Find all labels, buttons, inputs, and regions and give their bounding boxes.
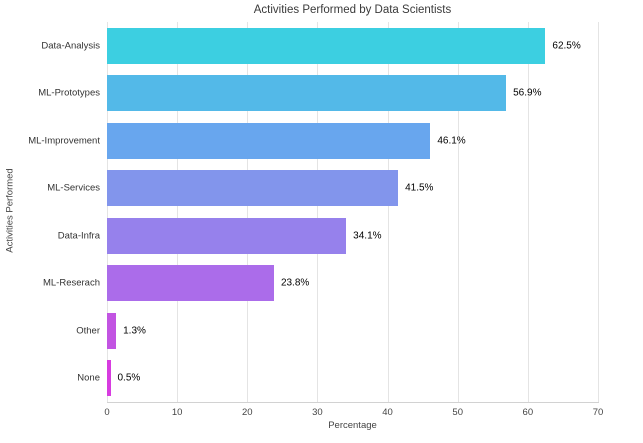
y-axis-title: Activities Performed (4, 168, 16, 253)
bar-other[interactable] (107, 312, 117, 349)
gridline-x-30 (317, 22, 319, 402)
value-label: 41.5% (405, 182, 434, 194)
category-label: ML-Prototypes (38, 87, 100, 99)
x-tick-label: 0 (104, 407, 110, 418)
gridline-x-70 (598, 22, 599, 402)
value-label: 1.3% (123, 325, 146, 337)
x-axis-title: Percentage (328, 420, 377, 431)
category-label: Data-Infra (57, 230, 100, 242)
x-tick-label: 20 (241, 407, 253, 418)
x-tick-label: 60 (522, 407, 534, 418)
gridline-x-50 (457, 22, 459, 402)
gridline-x-40 (387, 22, 389, 402)
bar-ml-services[interactable] (107, 170, 399, 207)
gridline-x-0 (107, 22, 108, 402)
value-label: 56.9% (513, 87, 542, 99)
plot-area (107, 22, 599, 402)
value-label: 0.5% (117, 372, 141, 384)
bar-ml-prototypes[interactable] (107, 75, 507, 112)
gridline-x-10 (177, 22, 179, 402)
category-label: ML-Improvement (28, 135, 100, 147)
gridline-x-60 (527, 22, 529, 402)
value-label: 23.8% (280, 277, 310, 289)
category-label: ML-Reserach (42, 277, 100, 289)
x-tick-label: 10 (171, 407, 183, 418)
value-label: 46.1% (437, 135, 466, 147)
bar-none[interactable] (107, 360, 111, 397)
value-label: 62.5% (552, 40, 581, 52)
x-tick-label: 40 (382, 407, 393, 418)
x-axis-line (107, 402, 599, 403)
bar-ml-reserach[interactable] (107, 265, 274, 302)
bar-data-analysis[interactable] (107, 27, 546, 64)
x-tick-label: 50 (452, 407, 463, 418)
category-label: Other (76, 325, 100, 337)
category-label: None (77, 372, 100, 384)
category-label: Data-Analysis (41, 40, 100, 52)
gridline-x-20 (247, 22, 249, 402)
chart-title: Activities Performed by Data Scientists (253, 4, 452, 16)
x-tick-label: 30 (312, 407, 323, 418)
x-tick-label: 70 (592, 407, 604, 418)
value-label: 34.1% (353, 230, 382, 242)
category-label: ML-Services (47, 182, 100, 194)
bar-data-infra[interactable] (107, 217, 347, 254)
bar-ml-improvement[interactable] (107, 122, 431, 159)
